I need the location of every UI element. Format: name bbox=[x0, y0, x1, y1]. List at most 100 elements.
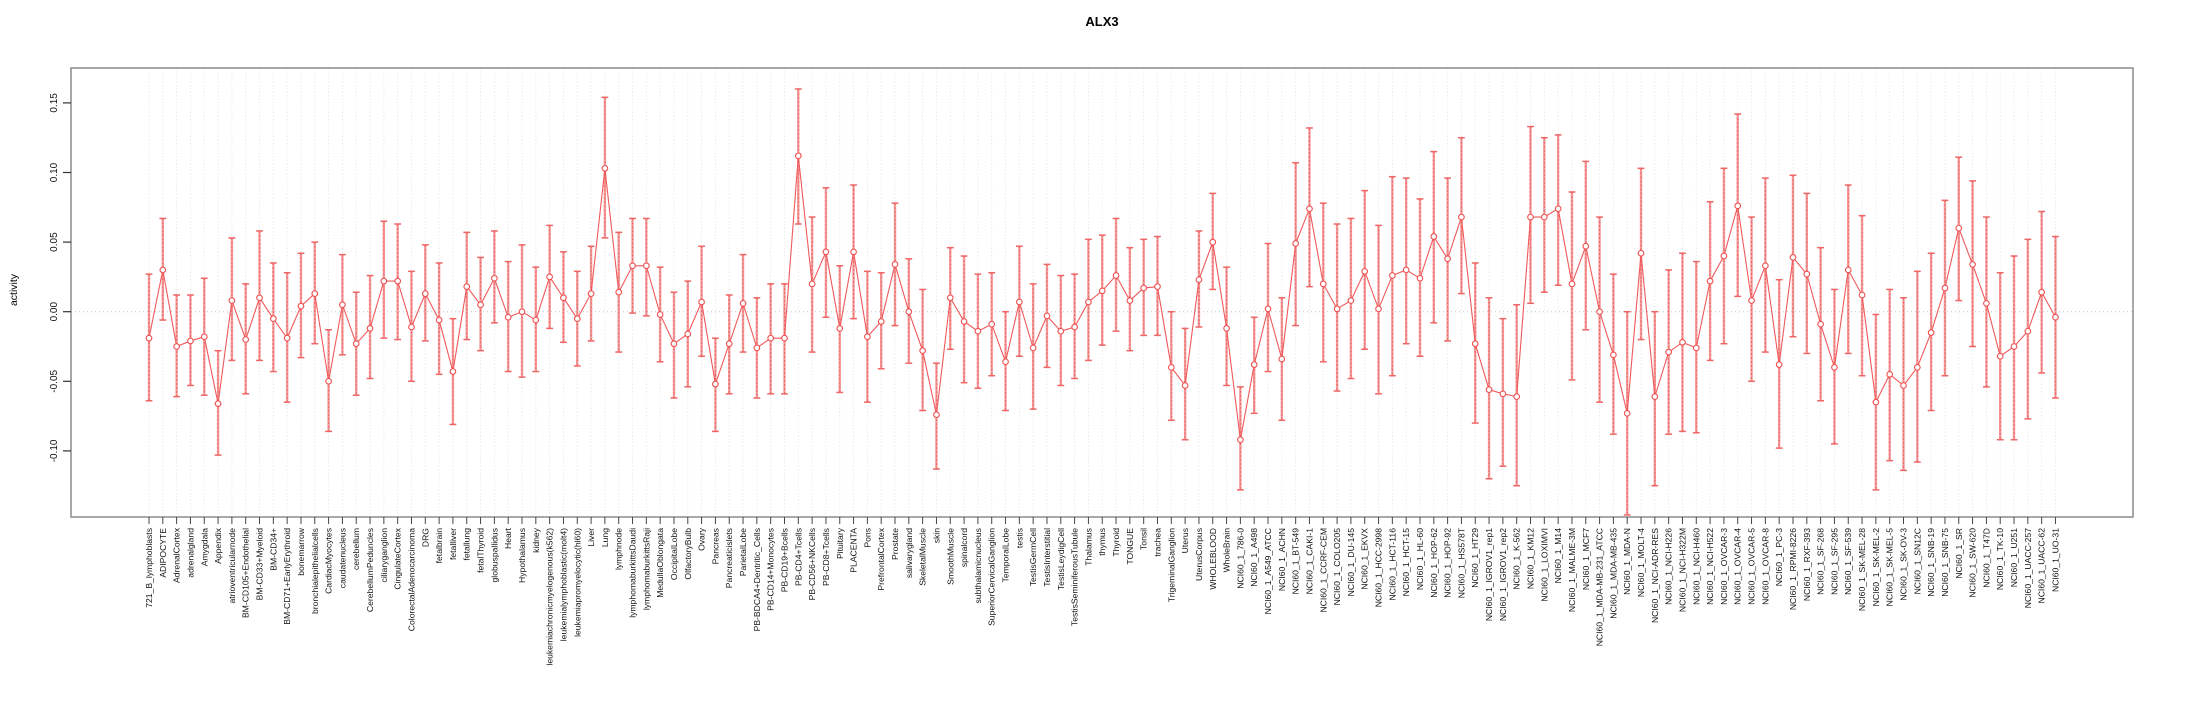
x-tick-label: NCI60_1_MDA-N bbox=[1622, 528, 1632, 595]
data-point bbox=[684, 330, 692, 338]
x-tick-label: TONGUE bbox=[1125, 528, 1135, 565]
x-tick-label: NCI60_1_OVCAR-5 bbox=[1747, 528, 1757, 605]
x-tick-label: NCI60_1_K-562 bbox=[1512, 528, 1522, 590]
x-tick-label: NCI60_1_SF-295 bbox=[1829, 528, 1839, 595]
data-point bbox=[366, 325, 374, 332]
data-point bbox=[1610, 351, 1617, 359]
x-tick-label: NCI60_1_786-0 bbox=[1235, 528, 1245, 589]
x-tick-label: TemporalLobe bbox=[1001, 528, 1011, 583]
x-tick-label: ParietalLobe bbox=[738, 528, 748, 576]
data-point bbox=[767, 334, 775, 342]
data-point bbox=[532, 316, 540, 324]
y-tick-label: 0.10 bbox=[49, 162, 60, 182]
data-point bbox=[946, 294, 954, 302]
x-tick-label: NCI60_1_KM12 bbox=[1526, 528, 1536, 589]
data-point bbox=[1651, 393, 1659, 400]
data-point bbox=[1568, 280, 1576, 288]
x-tick-label: OccipitalLobe bbox=[669, 528, 679, 580]
data-point bbox=[1264, 305, 1272, 313]
x-tick-label: subthalamicnucleus bbox=[973, 528, 983, 603]
x-tick-label: NCI60_1_NCI-ADR-RES bbox=[1650, 528, 1660, 623]
data-point bbox=[1306, 205, 1313, 213]
x-tick-label: skin bbox=[931, 528, 941, 544]
data-point bbox=[1969, 261, 1976, 268]
data-point bbox=[642, 262, 650, 270]
data-point bbox=[1596, 308, 1603, 316]
data-point bbox=[725, 340, 733, 348]
data-point bbox=[1195, 276, 1203, 284]
x-tick-label: Pancreas bbox=[710, 528, 720, 564]
data-point bbox=[421, 290, 429, 297]
x-tick-label: Liver bbox=[586, 528, 596, 547]
x-tick-label: TestisInterstitial bbox=[1042, 528, 1052, 587]
data-point bbox=[145, 334, 153, 342]
data-point bbox=[1913, 364, 1921, 371]
data-point bbox=[311, 290, 319, 297]
x-tick-label: NCI60_1_SK-MEL-5 bbox=[1885, 528, 1895, 607]
x-tick-label: DRG bbox=[420, 528, 430, 547]
x-axis: 721_B_lymphoblasts ADIPOCYTE AdrenalCortex… bbox=[144, 517, 2060, 666]
x-tick-label: NCI60_1_SK-MEL-28 bbox=[1857, 528, 1867, 611]
x-tick-label: OlfactoryBulb bbox=[683, 528, 693, 580]
x-tick-label: thymus bbox=[1097, 528, 1107, 556]
x-tick-label: adrenalgland bbox=[185, 528, 195, 578]
x-tick-label: Lung bbox=[600, 528, 610, 547]
data-point bbox=[1886, 370, 1894, 378]
data-point bbox=[352, 340, 360, 348]
x-tick-label: NCI60_1_NCI-H460 bbox=[1691, 528, 1701, 605]
data-point bbox=[2052, 313, 2059, 321]
data-point bbox=[1388, 272, 1396, 279]
x-tick-label: kidney bbox=[531, 527, 541, 553]
data-point bbox=[1679, 338, 1686, 346]
x-tick-label: NCI60_1_HCT-116 bbox=[1387, 528, 1397, 601]
data-point bbox=[1499, 390, 1507, 398]
data-point bbox=[753, 344, 761, 352]
x-tick-label: atrioventricularnode bbox=[227, 528, 237, 604]
data-point bbox=[187, 337, 194, 345]
x-tick-label: ColorectalAdenocarcinoma bbox=[406, 528, 416, 631]
data-point bbox=[1554, 205, 1562, 213]
data-point bbox=[601, 164, 609, 172]
data-point bbox=[1430, 233, 1438, 240]
data-point bbox=[228, 297, 236, 304]
data-point bbox=[2038, 288, 2046, 296]
x-tick-label: PB-CD19+Bcells bbox=[779, 528, 789, 592]
x-tick-label: NCI60_1_NCI-H226 bbox=[1664, 528, 1674, 605]
data-point bbox=[864, 333, 871, 341]
data-point bbox=[1665, 348, 1672, 356]
data-point bbox=[1471, 340, 1479, 348]
x-tick-label: NCI60_1_SF-268 bbox=[1816, 528, 1826, 595]
x-tick-label: lymphomaburkittsRaji bbox=[641, 528, 651, 610]
x-tick-label: NCI60_1_CCRF-CEM bbox=[1318, 528, 1328, 613]
data-point bbox=[159, 266, 167, 274]
data-point bbox=[1983, 299, 1990, 307]
data-point bbox=[394, 277, 402, 285]
x-tick-label: Amygdala bbox=[199, 528, 209, 566]
data-point bbox=[656, 311, 664, 318]
x-tick-label: leukemiapromyelocytic(hl60) bbox=[572, 528, 582, 637]
x-tick-label: NCI60_1_MOLT-4 bbox=[1636, 528, 1646, 597]
x-tick-label: PLACENTA bbox=[849, 528, 859, 573]
data-point bbox=[1154, 283, 1161, 290]
x-tick-label: PB-CD14+Monocytes bbox=[766, 528, 776, 611]
data-point bbox=[781, 334, 788, 342]
data-point bbox=[1803, 270, 1811, 278]
x-tick-label: NCI60_1_HOP-92 bbox=[1443, 528, 1453, 598]
x-tick-label: SuperiorCervicalGanglion bbox=[987, 528, 997, 626]
data-point bbox=[1748, 297, 1755, 304]
data-point bbox=[283, 334, 291, 342]
data-point bbox=[1057, 327, 1065, 335]
y-tick-label: -0.05 bbox=[49, 369, 60, 392]
data-point bbox=[1444, 255, 1451, 263]
x-tick-label: PB-CD4+Tcells bbox=[793, 528, 803, 586]
x-tick-label: globuspallidus bbox=[489, 528, 499, 582]
x-tick-label: SmoothMuscle bbox=[945, 528, 955, 585]
x-tick-label: spinalcord bbox=[959, 528, 969, 567]
x-tick-label: Thalamus bbox=[1083, 528, 1093, 566]
data-point bbox=[560, 294, 567, 302]
x-tick-label: bronchialepithelialcells bbox=[310, 528, 320, 614]
data-point bbox=[1223, 325, 1230, 332]
x-tick-label: trachea bbox=[1152, 528, 1162, 557]
x-tick-label: NCI60_1_HCC-2998 bbox=[1374, 528, 1384, 608]
